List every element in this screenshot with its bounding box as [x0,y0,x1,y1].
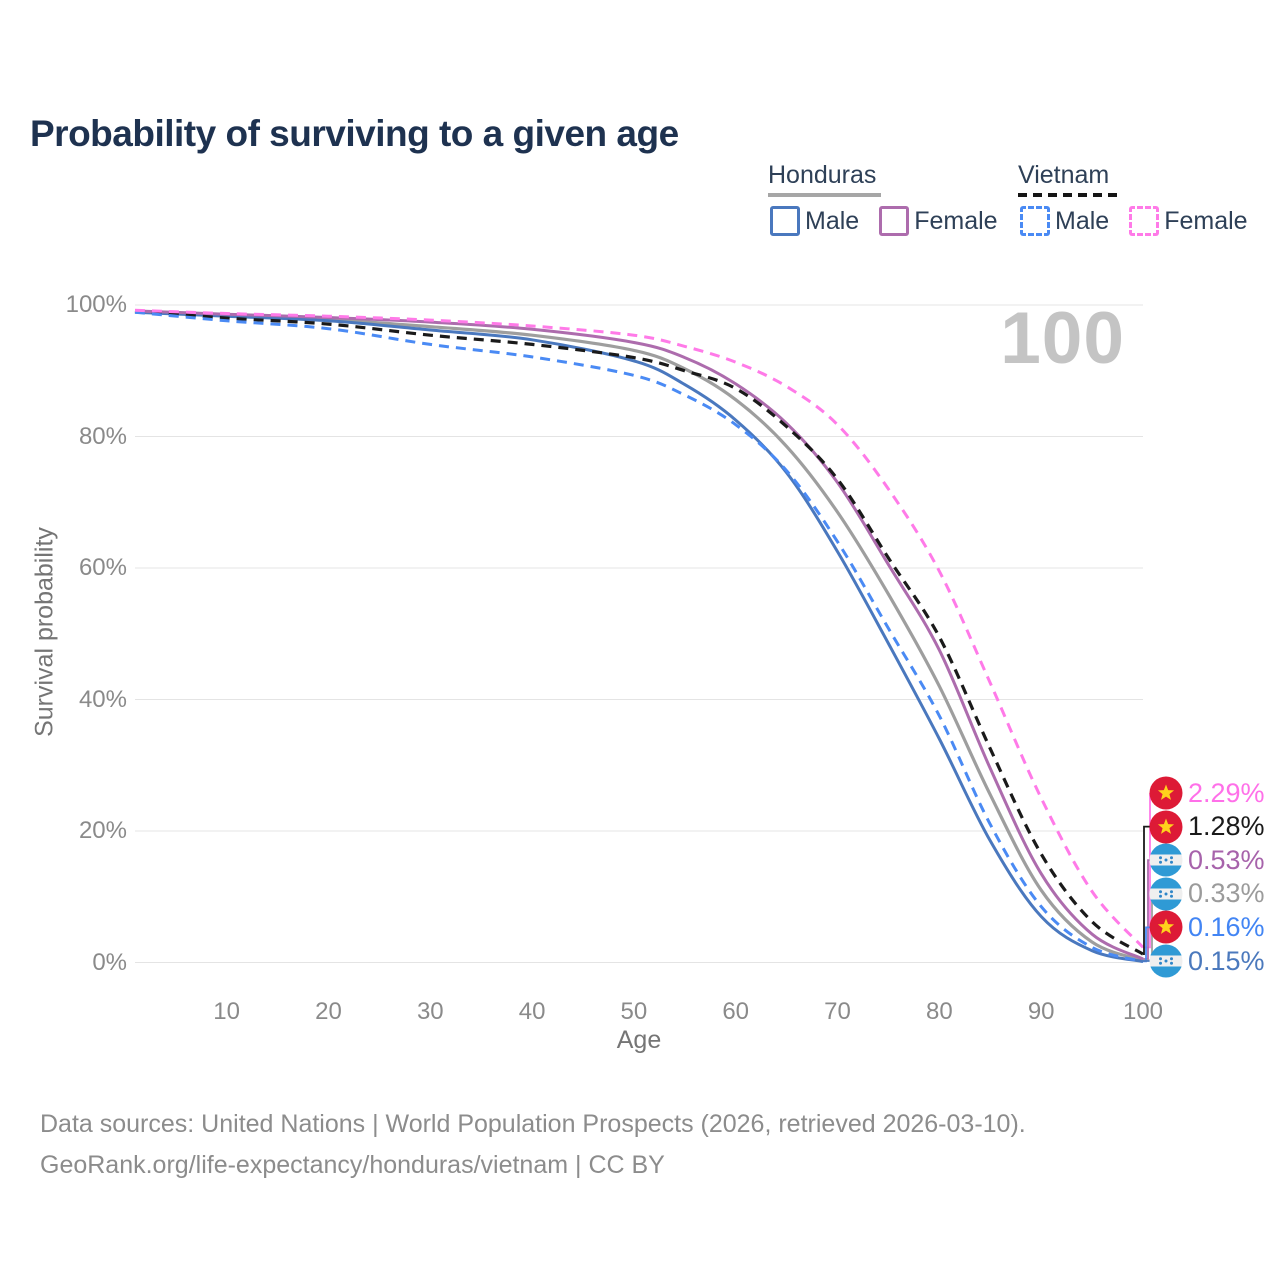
data-sources-note: Data sources: United Nations | World Pop… [40,1110,1026,1138]
y-tick-label: 60% [78,554,127,581]
curve-vietnam-male [134,310,1144,963]
honduras-male-swatch-icon [770,206,800,236]
end-label-row-honduras-both: 0.33% [1149,877,1265,911]
x-tick-label: 10 [213,998,240,1025]
end-value-label: 0.33% [1188,878,1265,909]
end-value-label: 0.15% [1188,945,1265,976]
page-title: Probability of surviving to a given age [30,112,679,154]
x-tick-label: 80 [926,998,953,1025]
x-tick-label: 90 [1027,998,1055,1025]
y-tick-label: 40% [78,685,127,713]
curve-honduras-both [134,310,1144,962]
honduras-flag-icon [1149,944,1183,978]
y-tick-label: 0% [92,948,127,976]
end-label-row-vietnam-male: 0.16% [1149,910,1265,944]
x-axis-title: Age [616,1026,662,1054]
x-tick-label: 70 [824,998,851,1025]
end-connector-honduras-male [1141,960,1150,963]
end-value-label: 0.16% [1188,911,1265,942]
x-tick-label: 100 [1122,998,1164,1025]
legend-item-honduras-male[interactable]: Male [770,206,859,236]
legend-label: Male [805,206,860,235]
y-tick-label: 80% [78,422,127,450]
attribution-link[interactable]: GeoRank.org/life-expectancy/honduras/vie… [40,1151,665,1179]
legend-item-vietnam-male[interactable]: Male [1020,206,1109,236]
end-value-label: 2.29% [1188,777,1265,808]
vietnam-female-swatch-icon [1129,206,1160,236]
legend-label: Male [1055,206,1110,235]
vietnam-male-swatch-icon [1020,206,1050,236]
curve-honduras-male [134,310,1144,963]
legend-item-vietnam-female[interactable]: Female [1129,206,1248,236]
legend-group-honduras: Honduras Male Female [768,161,998,236]
legend-country-honduras: Honduras [768,161,877,189]
curve-honduras-female [134,309,1144,961]
end-value-label: 0.53% [1188,844,1265,875]
end-connector-vietnam-both [1143,825,1150,955]
vietnam-flag-icon [1149,776,1183,810]
x-tick-label: 60 [722,998,750,1025]
legend-linestyle-honduras-solid [768,193,881,197]
legend-item-honduras-female[interactable]: Female [879,206,998,236]
end-label-row-vietnam-both: 1.28% [1149,810,1265,844]
x-tick-label: 20 [315,998,342,1025]
x-tick-label: 30 [416,998,444,1025]
legend-label: Female [914,206,998,235]
x-tick-label: 40 [518,998,546,1025]
vietnam-flag-icon [1149,910,1183,944]
end-label-row-vietnam-female: 2.29% [1149,776,1265,810]
curve-vietnam-both [134,309,1144,956]
legend-linestyle-vietnam-dashed [1018,193,1119,197]
legend-country-vietnam: Vietnam [1018,161,1110,189]
end-value-label: 1.28% [1188,811,1265,842]
honduras-female-swatch-icon [879,206,910,236]
honduras-flag-icon [1149,877,1183,911]
honduras-flag-icon [1149,843,1183,877]
age-watermark: 100 [1000,298,1125,379]
legend-label: Female [1164,206,1248,235]
y-tick-label: 100% [65,291,127,318]
end-label-row-honduras-female: 0.53% [1149,843,1265,877]
vietnam-flag-icon [1149,810,1183,844]
end-label-row-honduras-male: 0.15% [1149,944,1265,978]
x-tick-label: 50 [620,998,648,1025]
y-tick-label: 20% [78,817,127,844]
curve-vietnam-female [134,308,1145,949]
legend-group-vietnam: Vietnam Male Female [1018,161,1248,236]
